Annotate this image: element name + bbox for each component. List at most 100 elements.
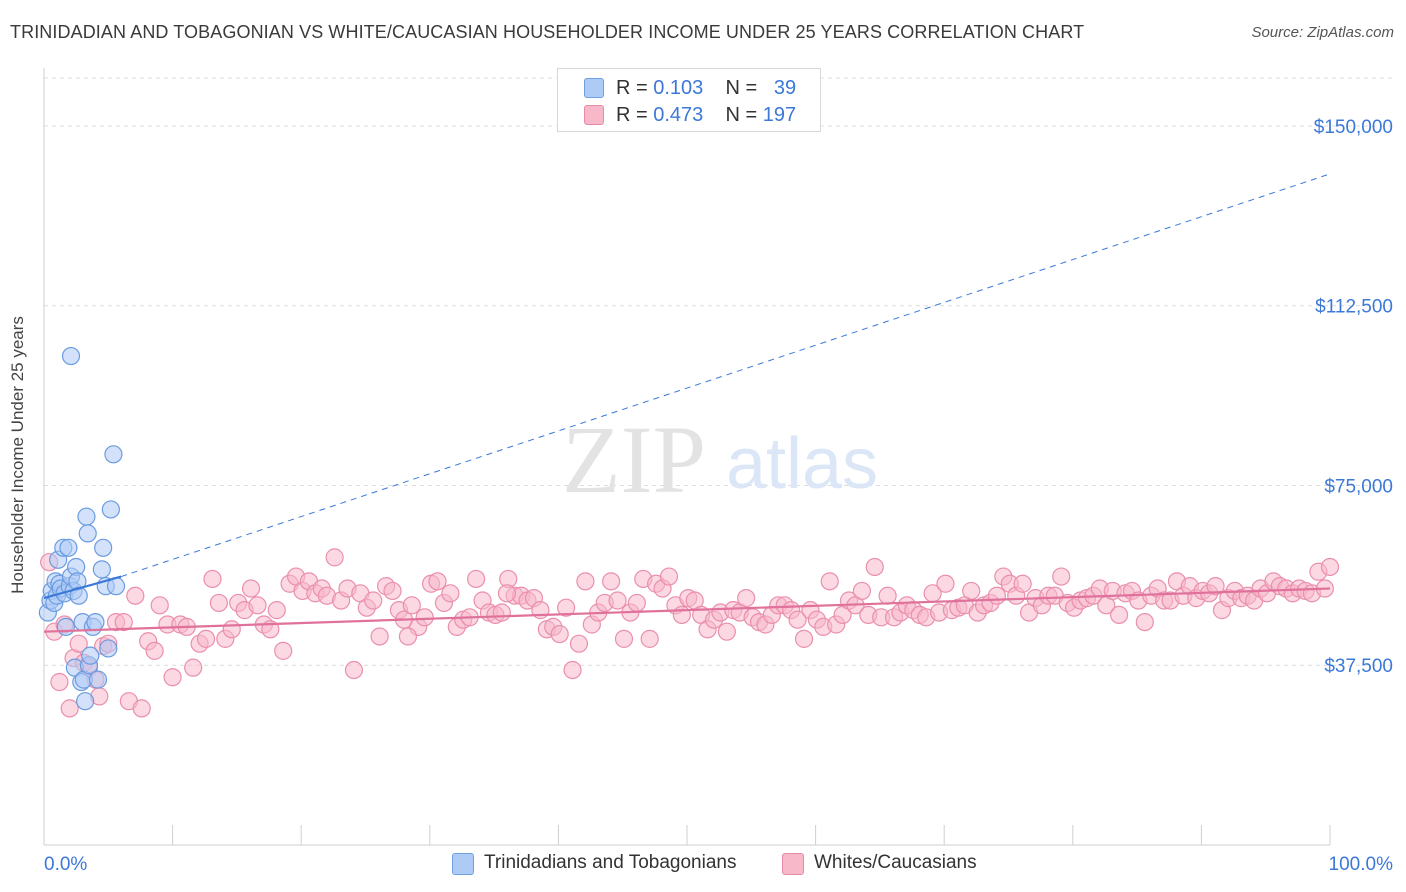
data-point-trinidadian	[69, 586, 88, 605]
watermark-zip: ZIP	[562, 406, 706, 513]
y-tick-label: $112,500	[1315, 297, 1393, 318]
data-point-whites	[222, 620, 241, 639]
data-point-whites	[466, 569, 486, 589]
data-point-whites	[614, 629, 634, 648]
data-point-trinidadian	[101, 500, 120, 519]
data-point-whites	[962, 581, 981, 601]
data-point-whites	[557, 598, 576, 617]
data-point-trinidadian	[56, 617, 75, 636]
legend-r-label: R =	[616, 104, 648, 126]
data-point-whites	[737, 589, 756, 608]
legend-r-label: R =	[616, 77, 648, 99]
data-point-whites	[1135, 612, 1154, 632]
data-point-whites	[852, 581, 871, 601]
trend-lines	[43, 173, 1331, 633]
bottom-legend-label: Whites/Caucasians	[814, 852, 977, 873]
data-point-trinidadian	[99, 639, 118, 658]
legend-n-label: N =	[725, 77, 758, 99]
legend-n-label: N =	[725, 104, 758, 126]
data-point-whites	[415, 608, 434, 627]
data-point-whites	[163, 668, 182, 687]
series-whites-points	[40, 548, 1340, 718]
data-point-trinidadian	[76, 692, 95, 711]
data-point-whites	[936, 574, 955, 593]
bottom-legend-swatch-blue	[452, 853, 474, 875]
data-point-whites	[987, 586, 1007, 605]
data-point-whites	[274, 641, 293, 660]
data-point-whites	[550, 624, 569, 644]
data-point-whites	[50, 672, 69, 692]
data-point-whites	[608, 591, 627, 610]
data-point-whites	[241, 579, 261, 598]
data-point-whites	[794, 629, 814, 648]
data-point-whites	[672, 605, 691, 625]
data-point-whites	[114, 612, 133, 632]
data-point-whites	[717, 622, 736, 641]
data-point-whites	[60, 699, 79, 718]
data-point-whites	[563, 660, 582, 680]
data-point-whites	[788, 610, 807, 629]
bottom-legend-label: Trinidadians and Tobagonians	[484, 852, 737, 873]
source-label: Source: ZipAtlas.com	[1251, 24, 1394, 41]
data-point-whites	[497, 584, 517, 603]
trend-line-whites	[43, 587, 1331, 633]
data-point-whites	[1052, 567, 1071, 586]
legend-r-value: 0.473	[653, 104, 704, 126]
y-tick-label: $150,000	[1314, 117, 1393, 138]
y-axis-label: Householder Income Under 25 years	[8, 316, 27, 594]
data-point-whites	[569, 634, 589, 653]
legend-n-value: 39	[773, 77, 797, 99]
data-point-whites	[1013, 574, 1032, 593]
data-point-whites	[1206, 577, 1225, 596]
data-point-trinidadian	[61, 346, 81, 366]
trend-line-trinidadian-extrapolated	[121, 173, 1331, 578]
legend-n-value: 197	[762, 104, 797, 126]
data-point-whites	[150, 596, 169, 615]
data-point-whites	[1109, 605, 1129, 625]
data-point-whites	[370, 627, 389, 646]
data-point-whites	[659, 567, 679, 586]
data-point-whites	[69, 634, 88, 653]
trend-line-trinidadian	[43, 575, 122, 600]
data-point-whites	[865, 557, 884, 577]
data-point-whites	[640, 629, 659, 648]
data-point-whites	[820, 572, 839, 591]
data-point-whites	[203, 569, 222, 589]
data-point-whites	[196, 629, 216, 648]
data-point-whites	[364, 591, 383, 610]
watermark-atlas: atlas	[726, 424, 878, 504]
grid-lines	[44, 77, 1396, 666]
legend-swatch-pink	[584, 105, 604, 125]
y-tick-label: $75,000	[1324, 476, 1393, 497]
data-point-trinidadian	[78, 524, 97, 543]
x-tick-label: 100.0%	[1329, 854, 1394, 875]
data-point-trinidadian	[94, 538, 113, 557]
data-point-trinidadian	[59, 538, 78, 557]
legend-r-value: 0.103	[653, 77, 704, 99]
data-point-trinidadian	[104, 445, 123, 464]
data-point-whites	[398, 627, 418, 646]
data-point-trinidadian	[92, 560, 111, 579]
data-point-trinidadian	[86, 612, 105, 632]
data-point-whites	[576, 572, 595, 591]
bottom-legend-swatch-pink	[782, 853, 804, 875]
data-point-whites	[402, 596, 421, 615]
x-tick-label: 0.0%	[44, 854, 87, 875]
data-point-whites	[383, 581, 402, 601]
chart-title: TRINIDADIAN AND TOBAGONIAN VS WHITE/CAUC…	[10, 22, 1085, 42]
data-point-whites	[209, 593, 228, 613]
legend-swatch-blue	[584, 78, 604, 98]
data-point-trinidadian	[81, 646, 100, 665]
data-point-trinidadian	[88, 670, 108, 689]
data-point-whites	[492, 603, 511, 622]
data-point-whites	[441, 584, 460, 603]
data-point-whites	[428, 572, 447, 591]
data-point-whites	[602, 572, 621, 591]
data-point-whites	[184, 658, 203, 677]
axes	[43, 68, 1331, 846]
data-point-whites	[325, 548, 344, 567]
data-point-whites	[627, 593, 646, 613]
data-point-whites	[344, 660, 364, 680]
y-tick-label: $37,500	[1324, 656, 1393, 677]
